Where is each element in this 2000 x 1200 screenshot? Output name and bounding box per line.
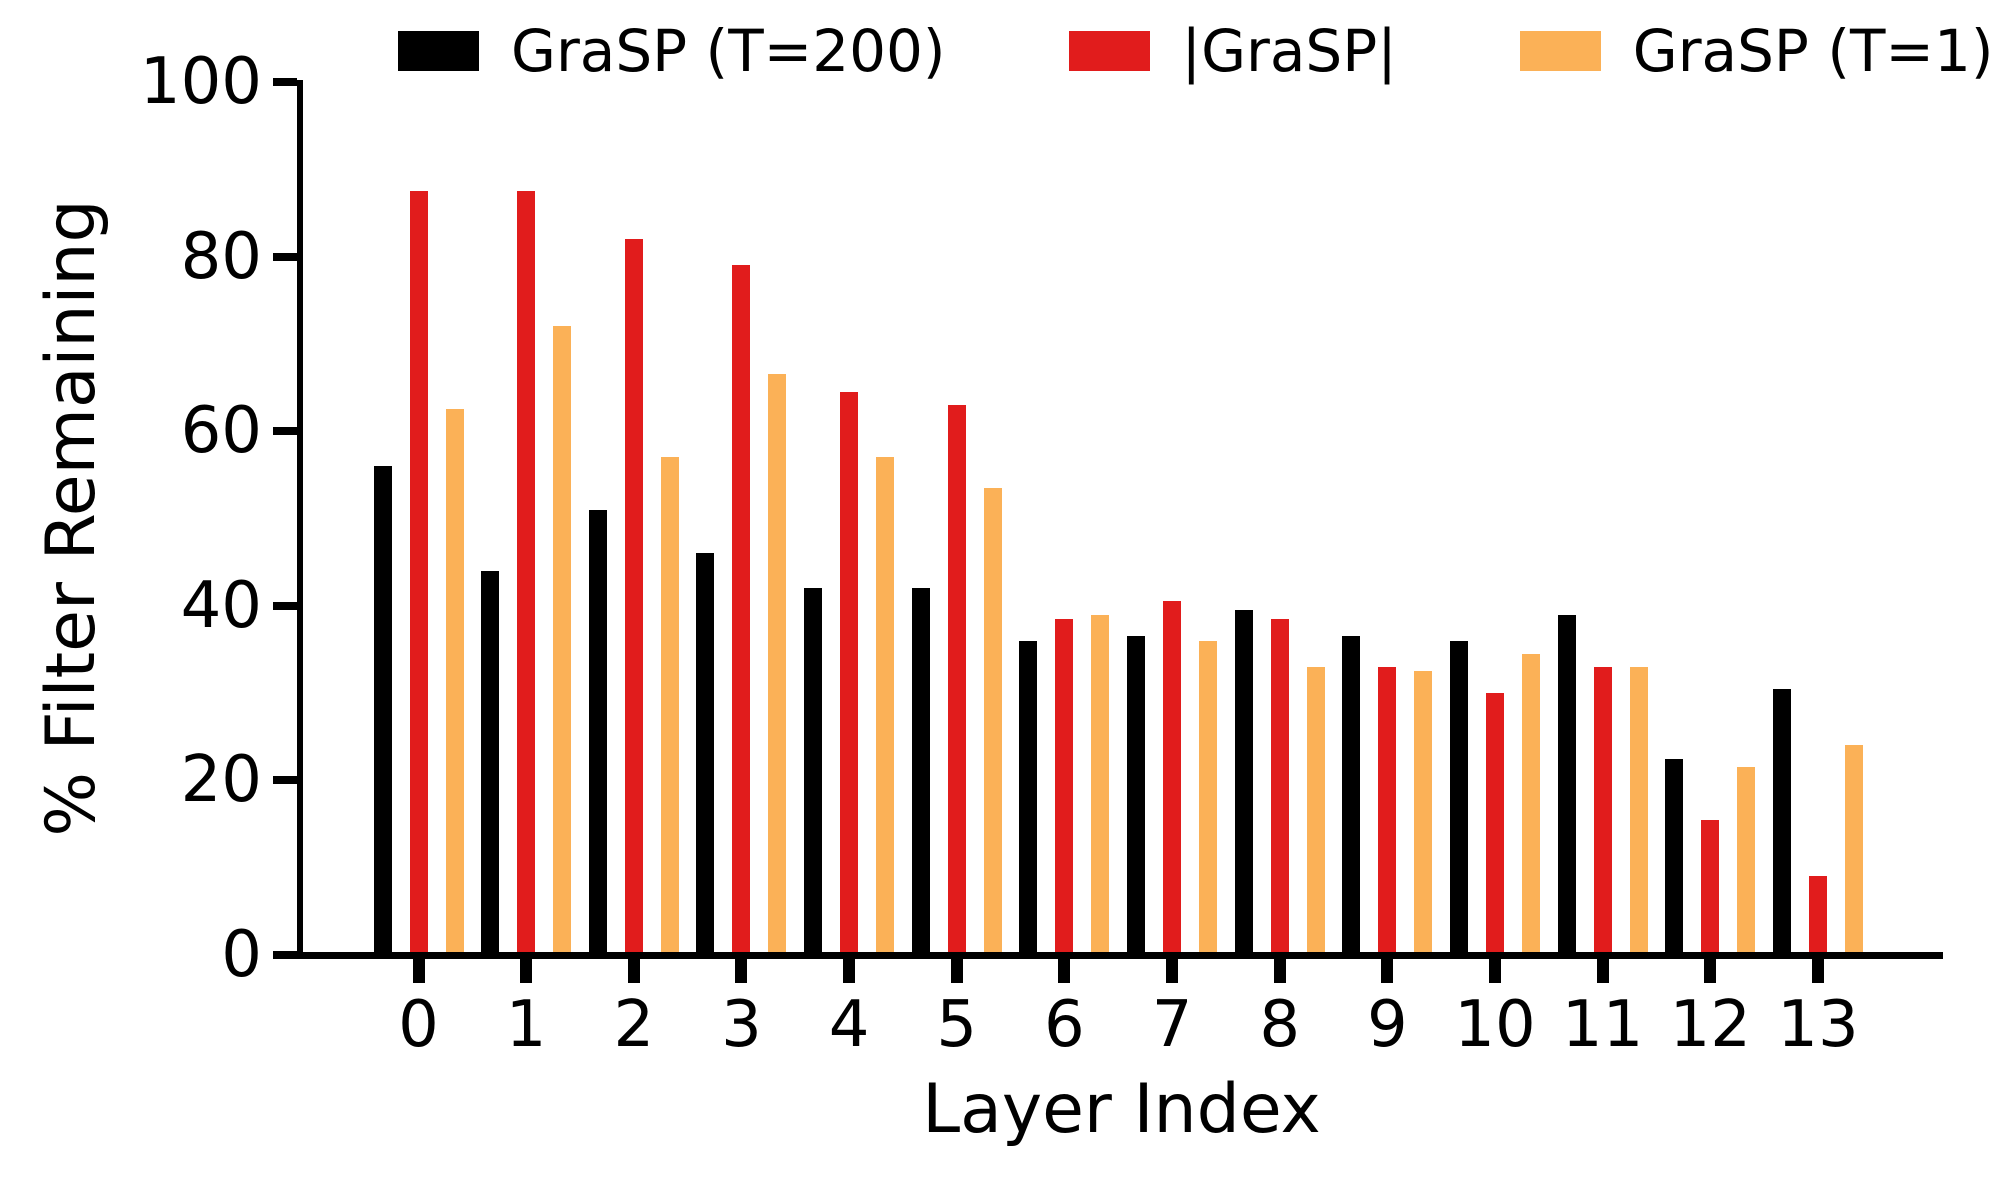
x-tick-label-10: 10: [1454, 988, 1536, 1062]
bar-series0-layer7: [1127, 636, 1146, 958]
y-tick-mark-20: [273, 776, 297, 785]
bar-series0-layer4: [804, 588, 823, 958]
x-tick-label-9: 9: [1366, 988, 1408, 1062]
bar-series2-layer0: [445, 409, 464, 958]
bar-series1-layer11: [1593, 666, 1612, 958]
x-tick-mark-11: [1596, 958, 1609, 983]
legend-swatch-orange: [1519, 31, 1601, 71]
bar-series2-layer7: [1199, 640, 1218, 958]
x-tick-mark-5: [950, 958, 963, 983]
y-tick-label-100: 100: [139, 45, 262, 119]
y-tick-label-20: 20: [180, 743, 262, 818]
legend-swatch-red: [1068, 31, 1150, 71]
legend: GraSP (T=200) |GraSP| GraSP (T=1): [398, 22, 1994, 80]
bar-series1-layer9: [1378, 666, 1397, 958]
x-tick-mark-3: [735, 958, 748, 983]
bar-series0-layer10: [1450, 640, 1468, 958]
bar-series0-layer12: [1665, 758, 1684, 958]
bar-series2-layer4: [876, 457, 895, 958]
x-tick-label-1: 1: [505, 988, 547, 1062]
bar-series1-layer13: [1808, 876, 1827, 958]
bar-series0-layer5: [911, 588, 930, 958]
x-tick-label-3: 3: [721, 988, 762, 1062]
x-tick-mark-0: [412, 958, 425, 983]
x-tick-mark-1: [520, 958, 533, 983]
y-tick-mark-100: [273, 78, 297, 86]
x-tick-label-6: 6: [1044, 988, 1085, 1062]
bar-series0-layer2: [588, 509, 607, 958]
x-tick-label-8: 8: [1259, 988, 1301, 1062]
x-tick-mark-8: [1273, 958, 1286, 983]
legend-label-abs-grasp: |GraSP|: [1181, 17, 1397, 85]
legend-item-grasp-t200: GraSP (T=200): [398, 22, 946, 80]
bar-series2-layer13: [1844, 745, 1863, 958]
legend-item-grasp-t1: GraSP (T=1): [1519, 17, 1994, 85]
bar-series1-layer10: [1486, 693, 1504, 958]
bar-series1-layer5: [947, 405, 966, 958]
y-tick-label-0: 0: [221, 918, 262, 992]
legend-item-abs-grasp: |GraSP|: [1068, 17, 1397, 85]
x-tick-label-12: 12: [1669, 988, 1752, 1062]
legend-label-grasp-t1: GraSP (T=1): [1632, 17, 1994, 85]
y-axis-spine: [297, 80, 303, 959]
y-tick-mark-80: [273, 252, 297, 261]
bar-series0-layer11: [1557, 614, 1576, 958]
bar-series1-layer1: [517, 191, 536, 958]
y-axis-title: % Filter Remaining: [32, 199, 111, 837]
bar-series1-layer12: [1701, 819, 1720, 958]
legend-swatch-black: [398, 31, 479, 71]
bar-series0-layer9: [1342, 636, 1361, 958]
x-tick-label-4: 4: [828, 988, 870, 1062]
y-tick-mark-60: [273, 427, 297, 436]
x-axis-title: Layer Index: [922, 1070, 1321, 1149]
bar-series0-layer13: [1772, 688, 1791, 958]
x-tick-mark-10: [1489, 958, 1501, 983]
bar-series1-layer2: [624, 239, 643, 958]
bar-series1-layer8: [1270, 618, 1289, 958]
bar-series2-layer2: [660, 457, 679, 958]
bar-series2-layer6: [1091, 614, 1110, 958]
bar-series1-layer3: [732, 265, 751, 958]
bar-series2-layer3: [768, 374, 787, 958]
y-tick-label-60: 60: [180, 394, 262, 469]
x-tick-label-5: 5: [936, 988, 978, 1062]
x-tick-label-2: 2: [613, 988, 655, 1062]
x-tick-mark-12: [1704, 958, 1717, 983]
bar-series1-layer0: [409, 191, 428, 958]
bar-series1-layer6: [1055, 618, 1074, 958]
y-tick-label-80: 80: [180, 219, 262, 294]
x-tick-label-0: 0: [398, 988, 439, 1062]
bar-series0-layer8: [1234, 610, 1253, 958]
x-tick-mark-2: [627, 958, 640, 983]
bar-series2-layer12: [1737, 767, 1756, 958]
x-tick-mark-4: [843, 958, 856, 983]
y-tick-label-40: 40: [180, 568, 262, 643]
y-tick-mark-0: [273, 951, 297, 959]
bar-series0-layer6: [1019, 640, 1038, 958]
x-axis-spine: [297, 952, 1943, 959]
x-tick-label-7: 7: [1151, 988, 1193, 1062]
y-tick-mark-40: [273, 601, 297, 610]
x-tick-label-11: 11: [1561, 988, 1644, 1062]
bar-series1-layer7: [1163, 601, 1182, 958]
bar-series1-layer4: [840, 391, 859, 958]
bar-series2-layer10: [1522, 653, 1540, 958]
bar-series2-layer9: [1414, 671, 1433, 958]
x-tick-mark-9: [1381, 958, 1394, 983]
x-tick-label-13: 13: [1777, 988, 1859, 1062]
bar-series0-layer3: [696, 553, 715, 958]
x-tick-mark-6: [1058, 958, 1071, 983]
legend-label-grasp-t200: GraSP (T=200): [511, 17, 946, 85]
bar-series2-layer8: [1306, 666, 1325, 958]
bar-series2-layer11: [1629, 666, 1648, 958]
bar-series2-layer1: [553, 326, 572, 958]
bar-series2-layer5: [983, 487, 1002, 958]
bar-series0-layer1: [481, 570, 500, 958]
x-tick-mark-7: [1166, 958, 1179, 983]
x-tick-mark-13: [1811, 958, 1824, 983]
bar-series0-layer0: [373, 466, 392, 958]
